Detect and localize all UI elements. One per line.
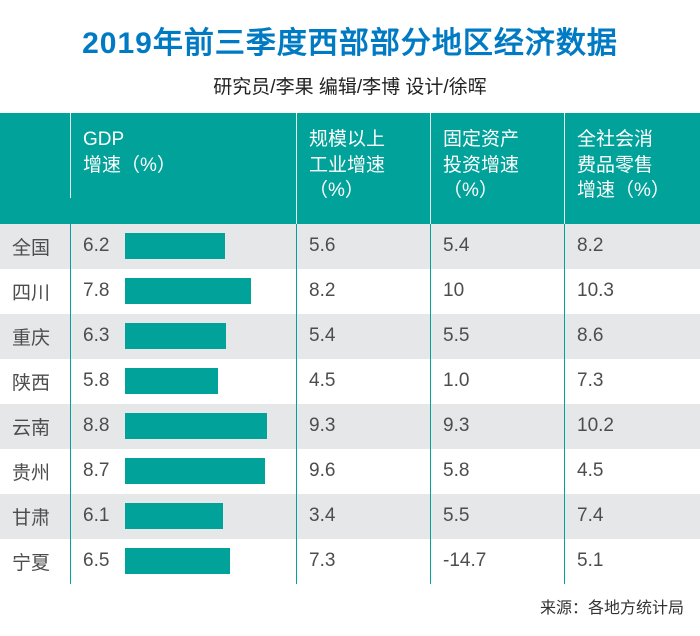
gdp-value: 6.2 xyxy=(83,235,119,257)
gdp-bar-track xyxy=(125,458,286,484)
gdp-bar-track xyxy=(125,233,286,259)
retail-cell: 8.2 xyxy=(564,224,700,269)
industrial-cell: 5.6 xyxy=(296,224,430,269)
gdp-cell: 8.7 xyxy=(70,449,296,494)
table-body: 全国6.25.65.48.2四川7.88.21010.3重庆6.35.45.58… xyxy=(0,224,700,584)
fixed-asset-cell: 1.0 xyxy=(430,359,564,404)
retail-cell: 4.5 xyxy=(564,449,700,494)
gdp-value: 8.8 xyxy=(83,415,119,437)
table-row: 贵州 8.7 9.65.84.5 xyxy=(0,449,700,494)
header-industrial: 规模以上工业增速（%） xyxy=(296,113,430,224)
region-cell: 云南 xyxy=(0,404,70,449)
fixed-asset-cell: 10 xyxy=(430,269,564,314)
table-row: 云南8.89.39.310.2 xyxy=(0,404,700,449)
retail-cell: 10.3 xyxy=(564,269,700,314)
gdp-value: 6.1 xyxy=(83,505,119,527)
byline: 研究员/李果 编辑/李博 设计/徐晖 xyxy=(0,72,700,113)
table-row: 宁夏 6.5 7.3-14.75.1 xyxy=(0,539,700,584)
region-cell: 贵州 xyxy=(0,449,70,494)
industrial-cell: 9.6 xyxy=(296,449,430,494)
fixed-asset-cell: 9.3 xyxy=(430,404,564,449)
gdp-bar-track xyxy=(125,503,286,529)
fixed-asset-cell: 5.5 xyxy=(430,494,564,539)
gdp-cell: 5.8 xyxy=(70,359,296,404)
header-retail: 全社会消费品零售增速（%） xyxy=(564,113,700,224)
gdp-bar-fill xyxy=(125,278,251,304)
industrial-cell: 4.5 xyxy=(296,359,430,404)
fixed-asset-cell: 5.8 xyxy=(430,449,564,494)
infographic-container: 2019年前三季度西部部分地区经济数据 研究员/李果 编辑/李博 设计/徐晖 G… xyxy=(0,0,700,636)
header-fixed-asset: 固定资产投资增速（%） xyxy=(430,113,564,224)
gdp-bar-fill xyxy=(125,233,225,259)
gdp-bar-track xyxy=(125,548,286,574)
gdp-bar-fill xyxy=(125,548,230,574)
gdp-cell: 6.2 xyxy=(70,224,296,269)
table-row: 重庆 6.3 5.45.58.6 xyxy=(0,314,700,359)
gdp-bar-fill xyxy=(125,458,265,484)
gdp-bar-fill xyxy=(125,413,267,439)
gdp-cell: 6.3 xyxy=(70,314,296,359)
header-gdp: GDP增速（%） xyxy=(70,113,296,198)
region-cell: 重庆 xyxy=(0,314,70,359)
gdp-bar-fill xyxy=(125,503,223,529)
region-cell: 陕西 xyxy=(0,359,70,404)
gdp-cell: 8.8 xyxy=(70,404,296,449)
region-cell: 宁夏 xyxy=(0,539,70,584)
gdp-value: 7.8 xyxy=(83,280,119,302)
region-cell: 全国 xyxy=(0,224,70,269)
gdp-cell: 7.8 xyxy=(70,269,296,314)
table-row: 甘肃 6.1 3.45.57.4 xyxy=(0,494,700,539)
retail-cell: 7.3 xyxy=(564,359,700,404)
region-cell: 四川 xyxy=(0,269,70,314)
gdp-bar-fill xyxy=(125,323,226,349)
gdp-value: 5.8 xyxy=(83,370,119,392)
gdp-cell: 6.1 xyxy=(70,494,296,539)
retail-cell: 5.1 xyxy=(564,539,700,584)
industrial-cell: 7.3 xyxy=(296,539,430,584)
gdp-bar-track xyxy=(125,323,286,349)
data-table: GDP增速（%） 规模以上工业增速（%） 固定资产投资增速（%） 全社会消费品零… xyxy=(0,113,700,584)
gdp-bar-track xyxy=(125,413,286,439)
fixed-asset-cell: -14.7 xyxy=(430,539,564,584)
gdp-value: 8.7 xyxy=(83,460,119,482)
gdp-value: 6.3 xyxy=(83,325,119,347)
industrial-cell: 8.2 xyxy=(296,269,430,314)
title-bar: 2019年前三季度西部部分地区经济数据 xyxy=(0,0,700,72)
retail-cell: 7.4 xyxy=(564,494,700,539)
gdp-cell: 6.5 xyxy=(70,539,296,584)
retail-cell: 8.6 xyxy=(564,314,700,359)
industrial-cell: 3.4 xyxy=(296,494,430,539)
fixed-asset-cell: 5.5 xyxy=(430,314,564,359)
table-row: 陕西 5.8 4.51.07.3 xyxy=(0,359,700,404)
gdp-bar-track xyxy=(125,278,286,304)
fixed-asset-cell: 5.4 xyxy=(430,224,564,269)
gdp-bar-fill xyxy=(125,368,218,394)
gdp-bar-track xyxy=(125,368,286,394)
main-title: 2019年前三季度西部部分地区经济数据 xyxy=(10,18,690,62)
table-row: 全国 6.2 5.65.48.2 xyxy=(0,224,700,269)
source-line: 来源：各地方统计局 xyxy=(0,584,700,636)
header-region xyxy=(0,113,70,147)
gdp-value: 6.5 xyxy=(83,550,119,572)
region-cell: 甘肃 xyxy=(0,494,70,539)
industrial-cell: 9.3 xyxy=(296,404,430,449)
retail-cell: 10.2 xyxy=(564,404,700,449)
industrial-cell: 5.4 xyxy=(296,314,430,359)
table-header-row: GDP增速（%） 规模以上工业增速（%） 固定资产投资增速（%） 全社会消费品零… xyxy=(0,113,700,224)
table-row: 四川 7.8 8.21010.3 xyxy=(0,269,700,314)
